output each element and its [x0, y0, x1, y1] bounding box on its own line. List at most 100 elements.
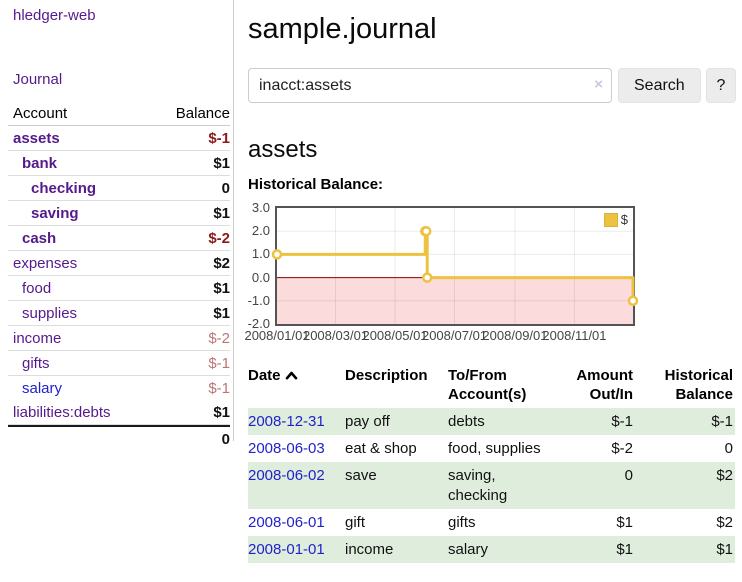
x-axis-tick-label: 2008/09/01 — [482, 328, 548, 343]
sidebar-account-gifts[interactable]: gifts — [22, 354, 50, 372]
account-row: assets $-1 — [8, 126, 230, 151]
sidebar-account-assets[interactable]: assets — [13, 129, 60, 147]
accounts-tree-header: Account Balance — [8, 101, 230, 126]
register-header-row: Date Description To/From Account(s) Amou… — [248, 362, 735, 408]
transaction-date-link[interactable]: 2008-06-02 — [248, 467, 325, 484]
account-balance: $1 — [213, 279, 230, 297]
historical-balance-chart: $ 3.0 2.0 1.0 0.0 -1.0 -2.0 2008/01/01 2008/03… — [230, 200, 742, 346]
register-header-description: Description — [345, 367, 428, 384]
register-header-accounts: To/From Account(s) — [448, 367, 527, 403]
sidebar-account-liabilities-debts[interactable]: liabilities:debts — [13, 403, 111, 421]
sidebar-account-saving[interactable]: saving — [31, 204, 79, 222]
search-input[interactable] — [248, 68, 612, 103]
transaction-date-link[interactable]: 2008-01-01 — [248, 541, 325, 558]
account-row: saving $1 — [8, 201, 230, 226]
page-title: sample.journal — [248, 13, 437, 46]
account-balance: $1 — [213, 204, 230, 222]
account-balance: $1 — [213, 403, 230, 421]
chart-legend: $ — [601, 211, 630, 228]
transaction-description: save — [345, 467, 377, 484]
x-axis-tick-label: 2008/01/01 — [244, 328, 310, 343]
app-brand-link[interactable]: hledger-web — [13, 7, 96, 24]
account-balance: $2 — [213, 254, 230, 272]
accounts-total-row: 0 — [8, 425, 230, 451]
transaction-date-link[interactable]: 2008-12-31 — [248, 413, 325, 430]
account-balance: 0 — [221, 179, 230, 197]
account-balance: $-2 — [208, 329, 230, 347]
transaction-description: pay off — [345, 413, 390, 430]
sidebar-account-expenses[interactable]: expenses — [13, 254, 78, 272]
account-row: income $-2 — [8, 326, 230, 351]
sidebar-account-food[interactable]: food — [22, 279, 52, 297]
search-button[interactable]: Search — [618, 68, 701, 103]
y-axis-tick-label: 2.0 — [251, 223, 270, 239]
account-row: food $1 — [8, 276, 230, 301]
x-axis-tick-label: 2008/11/01 — [542, 328, 607, 343]
transaction-accounts: gifts — [448, 514, 476, 531]
account-balance: $-2 — [208, 229, 230, 247]
account-balance: $-1 — [208, 129, 230, 147]
transaction-balance: $1 — [716, 541, 733, 558]
sidebar-item-journal[interactable]: Journal — [13, 71, 63, 88]
transaction-balance: $-1 — [711, 413, 733, 430]
y-axis-tick-label: 1.0 — [251, 246, 270, 262]
account-row: cash $-2 — [8, 226, 230, 251]
chart-canvas — [271, 208, 639, 324]
account-row: supplies $1 — [8, 301, 230, 326]
search-form: × — [248, 68, 612, 103]
accounts-total-value: 0 — [221, 430, 230, 448]
sidebar-account-supplies[interactable]: supplies — [22, 304, 78, 322]
y-axis-tick-label: -2.0 — [247, 316, 270, 331]
y-axis-tick-label: -1.0 — [247, 292, 270, 308]
transaction-description: eat & shop — [345, 440, 417, 457]
register-header-date[interactable]: Date — [248, 362, 345, 408]
transaction-date-link[interactable]: 2008-06-01 — [248, 514, 325, 531]
chart-plot-area: $ — [271, 206, 639, 326]
sort-ascending-icon — [285, 371, 297, 380]
sidebar-account-checking[interactable]: checking — [31, 179, 97, 197]
sidebar-account-bank[interactable]: bank — [22, 154, 58, 172]
accounts-header-account: Account — [13, 104, 68, 122]
register-header-balance: Historical Balance — [664, 367, 733, 403]
sidebar-account-income[interactable]: income — [13, 329, 62, 347]
transaction-accounts: saving, checking — [448, 467, 508, 504]
sidebar-account-cash[interactable]: cash — [22, 229, 57, 247]
sidebar-divider — [233, 0, 234, 441]
help-button[interactable]: ? — [706, 68, 736, 103]
account-row: bank $1 — [8, 151, 230, 176]
legend-label: $ — [620, 212, 628, 227]
transaction-amount: $1 — [616, 514, 633, 531]
x-axis-tick-label: 2008/03/01 — [302, 328, 369, 343]
legend-color-swatch — [603, 212, 618, 227]
register-table: Date Description To/From Account(s) Amou… — [248, 362, 735, 563]
clear-search-icon[interactable]: × — [594, 76, 603, 93]
transaction-amount: $1 — [616, 541, 633, 558]
y-axis-tick-label: 0.0 — [251, 269, 270, 285]
account-balance: $1 — [213, 154, 230, 172]
accounts-header-balance: Balance — [175, 104, 230, 122]
account-row: expenses $2 — [8, 251, 230, 276]
transaction-amount: $-1 — [611, 413, 633, 430]
account-row: salary $-1 — [8, 376, 230, 400]
transaction-date-link[interactable]: 2008-06-03 — [248, 440, 325, 457]
account-balance: $-1 — [208, 379, 230, 397]
sidebar-account-salary[interactable]: salary — [22, 379, 63, 397]
transaction-amount: 0 — [624, 467, 633, 484]
register-row[interactable]: 2008-12-31 pay off debts $-1 $-1 — [248, 408, 735, 435]
account-heading: assets — [248, 135, 318, 163]
account-row: gifts $-1 — [8, 351, 230, 376]
account-balance: $1 — [213, 304, 230, 322]
transaction-balance: $2 — [716, 514, 733, 531]
account-row: liabilities:debts $1 — [8, 400, 230, 425]
accounts-tree: Account Balance assets $-1 bank $1 check… — [8, 101, 230, 451]
register-row[interactable]: 2008-01-01 income salary $1 $1 — [248, 536, 735, 563]
register-row[interactable]: 2008-06-02 save saving, checking 0 $2 — [248, 462, 735, 509]
transaction-balance: $2 — [716, 467, 733, 484]
account-row: checking 0 — [8, 176, 230, 201]
transaction-description: income — [345, 541, 394, 558]
register-row[interactable]: 2008-06-03 eat & shop food, supplies $-2… — [248, 435, 735, 462]
chart-title: Historical Balance: — [248, 176, 384, 193]
transaction-accounts: food, supplies — [448, 440, 541, 457]
register-row[interactable]: 2008-06-01 gift gifts $1 $2 — [248, 509, 735, 536]
transaction-accounts: debts — [448, 413, 485, 430]
